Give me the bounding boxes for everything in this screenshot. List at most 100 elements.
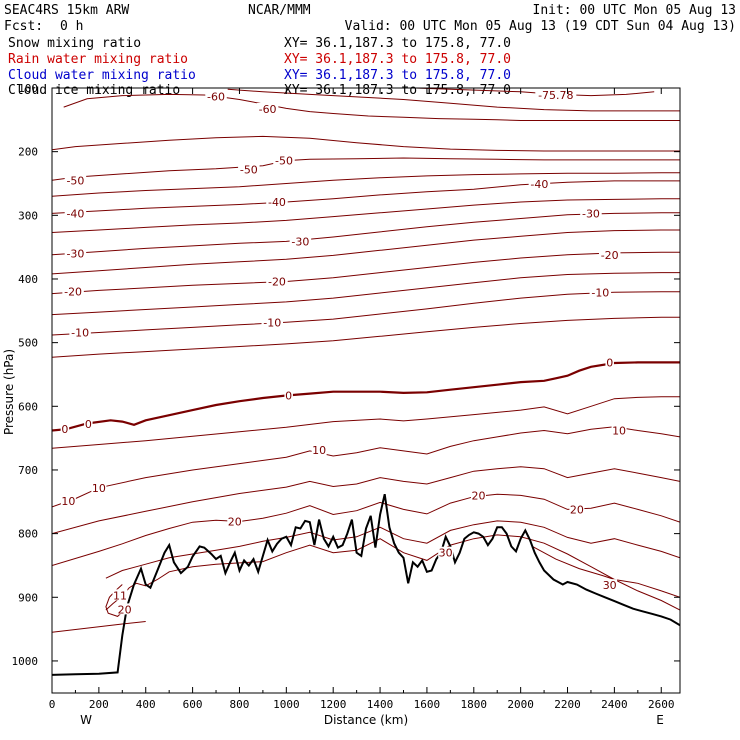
contour-label: -10: [591, 286, 609, 299]
contour-label-bg: [569, 503, 585, 515]
contour-line: [52, 157, 680, 181]
contour-line: [52, 198, 680, 233]
contour-label-bg: [266, 195, 288, 207]
y-tick-label: 200: [18, 146, 38, 159]
contour-label: -10: [263, 316, 281, 329]
contour-line: [52, 426, 680, 508]
contour-label-bg: [256, 103, 279, 115]
contour-lines: [52, 88, 680, 633]
y-tick-label: 700: [18, 464, 38, 477]
y-tick-label: 600: [18, 400, 38, 413]
x-tick-label: 1800: [461, 698, 488, 711]
contour-line: [52, 621, 146, 633]
contour-label-bg: [60, 423, 70, 435]
contour-label-bg: [69, 326, 91, 338]
contour-line: [52, 361, 680, 432]
contour-label: 20: [228, 516, 242, 529]
contour-label: 10: [612, 424, 626, 437]
x-tick-label: 2000: [507, 698, 534, 711]
contour-label: -60: [259, 103, 277, 116]
contour-line: [52, 466, 680, 535]
fcst-value: 0 h: [60, 19, 83, 34]
contour-label: 20: [471, 489, 485, 502]
contour-labels: -60 -60 -75.78 -50 -50 -50 -40 -40 -40 -30 -30 -30 -…: [60, 89, 627, 616]
contour-label: -30: [291, 235, 309, 248]
contour-label: 10: [92, 482, 106, 495]
center-title: NCAR/MMM: [248, 3, 311, 18]
contour-label: 10: [312, 444, 326, 457]
contour-label-bg: [261, 316, 284, 328]
contour-line: [105, 520, 680, 579]
y-axis-label: Pressure (hPa): [2, 349, 16, 435]
contour-line: [105, 534, 680, 611]
y-tick-label: 400: [18, 273, 38, 286]
contour-line: [52, 180, 680, 214]
contour-label-bg: [284, 389, 293, 401]
x-tick-label: 1400: [367, 698, 394, 711]
contour-label-bg: [438, 546, 454, 558]
contour-label-bg: [273, 154, 295, 166]
contour-label: -10: [71, 326, 89, 339]
field-xy-snow: XY= 36.1,187.3 to 175.8, 77.0: [284, 36, 511, 51]
contour-label-bg: [205, 90, 227, 102]
x-tick-label: 1200: [320, 698, 347, 711]
contour-line: [52, 291, 680, 336]
contour-line: [52, 272, 680, 316]
x-tick-label: 800: [230, 698, 250, 711]
contour-line: [227, 88, 680, 112]
x-axis-east-label: E: [656, 713, 664, 727]
contour-label: -75.78: [538, 89, 573, 102]
fcst-label: Fcst:: [4, 19, 43, 34]
contour-label: 20: [118, 603, 132, 616]
contour-label-bg: [112, 589, 128, 601]
field-name-cloud-water: Cloud water mixing ratio: [8, 68, 196, 83]
contour-label: -50: [240, 163, 258, 176]
field-name-snow: Snow mixing ratio: [8, 36, 141, 51]
contour-label-bg: [64, 247, 87, 259]
contour-label-bg: [227, 515, 243, 527]
contour-label: 0: [85, 418, 92, 431]
contour-label-bg: [62, 285, 84, 297]
x-tick-label: 2200: [554, 698, 581, 711]
contour-label-bg: [589, 286, 612, 298]
init-time: Init: 00 UTC Mon 05 Aug 13: [533, 3, 737, 18]
contour-line: [52, 316, 680, 358]
contour-label-bg: [611, 424, 627, 436]
contour-label-bg: [117, 603, 133, 615]
model-title: SEAC4RS 15km ARW: [4, 3, 129, 18]
contour-label: -20: [268, 276, 286, 289]
contour-label-bg: [289, 235, 312, 247]
contour-label-bg: [91, 481, 107, 493]
x-tick-label: 200: [89, 698, 109, 711]
contour-label-bg: [528, 178, 551, 190]
x-tick-label: 600: [183, 698, 203, 711]
contour-line: [52, 251, 680, 295]
contour-line: [532, 545, 680, 598]
x-axis: 0 200 400 600 800 10 0 0 1200 1400 1600 1800 2000 220…: [49, 88, 675, 711]
x-axis-west-label: W: [80, 713, 92, 727]
y-tick-label: 1000: [12, 655, 39, 668]
contour-label-bg: [238, 163, 260, 175]
x-tick-label: 2400: [601, 698, 628, 711]
x-tick-label: 1600: [414, 698, 441, 711]
contour-line: [52, 396, 680, 449]
x-tick-label: 400: [136, 698, 156, 711]
contour-label-bg: [64, 207, 87, 219]
contour-label-bg: [84, 418, 93, 430]
y-tick-label: 300: [18, 209, 38, 222]
contour-label: -40: [268, 196, 286, 209]
contour-label: -40: [66, 207, 84, 220]
contour-label: 0: [285, 389, 292, 402]
contour-label: -30: [582, 207, 600, 220]
contour-label-bg: [602, 579, 618, 591]
contour-label: 0: [61, 423, 68, 436]
y-tick-label: 900: [18, 591, 38, 604]
contour-label: -20: [64, 286, 82, 299]
contour-label: -60: [207, 90, 225, 103]
contour-label: -50: [275, 155, 293, 168]
y-tick-label: 500: [18, 337, 38, 350]
contour-label: 11: [113, 589, 127, 602]
y-tick-label: 800: [18, 528, 38, 541]
contour-line: [52, 172, 680, 197]
